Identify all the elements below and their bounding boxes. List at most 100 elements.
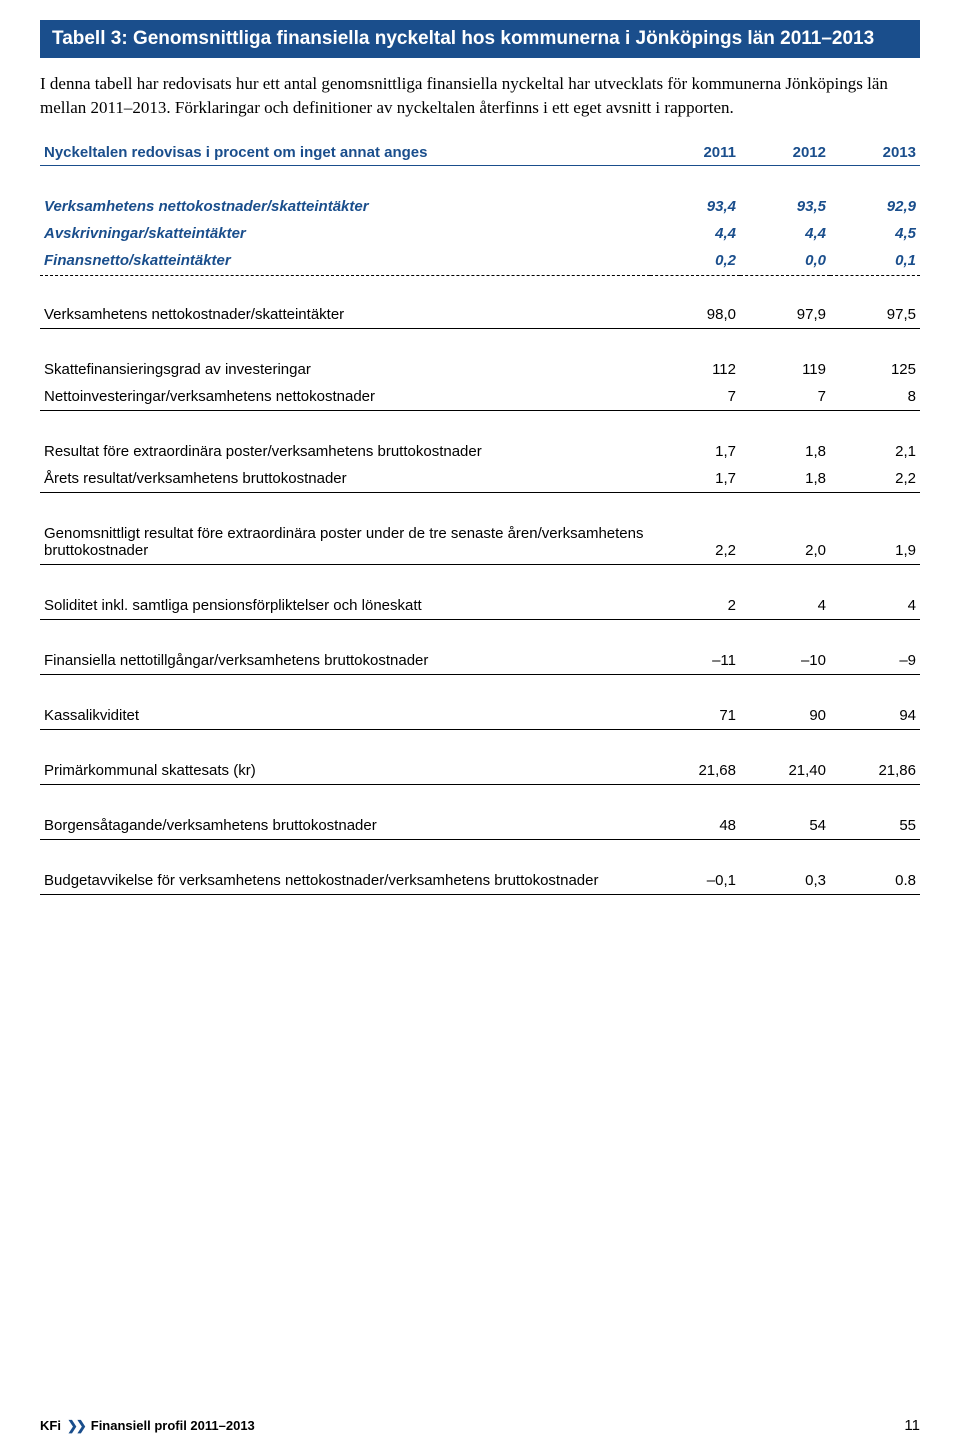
row-value: 1,8 <box>740 438 830 465</box>
row-label: Finansiella nettotillgångar/verksamheten… <box>40 647 650 675</box>
table-row: Finansnetto/skatteintäkter0,20,00,1 <box>40 247 920 274</box>
table-row: Skattefinansieringsgrad av investeringar… <box>40 356 920 383</box>
row-value: –11 <box>650 647 740 675</box>
footer-brand: KFi <box>40 1418 61 1433</box>
row-value: 4,4 <box>740 220 830 247</box>
row-label: Borgensåtagande/verksamhetens bruttokost… <box>40 812 650 840</box>
table-row: Soliditet inkl. samtliga pensionsförplik… <box>40 592 920 620</box>
table-subheader-row: Nyckeltalen redovisas i procent om inget… <box>40 138 920 166</box>
row-value: 7 <box>650 383 740 411</box>
row-value: 97,9 <box>740 301 830 329</box>
row-value: 93,5 <box>740 193 830 220</box>
row-value: 2,0 <box>740 520 830 565</box>
intro-text: I denna tabell har redovisats hur ett an… <box>40 72 920 120</box>
row-label: Primärkommunal skattesats (kr) <box>40 757 650 785</box>
table-row: Budgetavvikelse för verksamhetens nettok… <box>40 867 920 895</box>
row-value: 2,1 <box>830 438 920 465</box>
page-footer: KFi ❯❯ Finansiell profil 2011–2013 11 <box>40 1417 920 1434</box>
row-label: Resultat före extraordinära poster/verks… <box>40 438 650 465</box>
row-label: Genomsnittligt resultat före extraordinä… <box>40 520 650 565</box>
row-label: Finansnetto/skatteintäkter <box>40 247 650 274</box>
row-value: 7 <box>740 383 830 411</box>
year-col-1: 2012 <box>740 138 830 166</box>
table-row: Verksamhetens nettokostnader/skatteintäk… <box>40 193 920 220</box>
row-value: 90 <box>740 702 830 730</box>
table-row: Genomsnittligt resultat före extraordinä… <box>40 520 920 565</box>
row-value: 1,8 <box>740 465 830 493</box>
table-row: Resultat före extraordinära poster/verks… <box>40 438 920 465</box>
page-number: 11 <box>904 1417 920 1434</box>
table-row: Avskrivningar/skatteintäkter4,44,44,5 <box>40 220 920 247</box>
table-row: Finansiella nettotillgångar/verksamheten… <box>40 647 920 675</box>
table-title: Tabell 3: Genomsnittliga finansiella nyc… <box>40 20 920 58</box>
row-value: 0,3 <box>740 867 830 895</box>
row-value: 4,4 <box>650 220 740 247</box>
year-col-2: 2013 <box>830 138 920 166</box>
row-value: –9 <box>830 647 920 675</box>
row-value: 21,86 <box>830 757 920 785</box>
row-value: 0,1 <box>830 247 920 274</box>
row-value: 98,0 <box>650 301 740 329</box>
row-value: 112 <box>650 356 740 383</box>
row-value: 21,40 <box>740 757 830 785</box>
row-value: 4 <box>740 592 830 620</box>
row-value: 55 <box>830 812 920 840</box>
row-label: Avskrivningar/skatteintäkter <box>40 220 650 247</box>
row-value: 119 <box>740 356 830 383</box>
spacer-row <box>40 674 920 702</box>
row-label: Budgetavvikelse för verksamhetens nettok… <box>40 867 650 895</box>
row-value: 21,68 <box>650 757 740 785</box>
row-value: 2,2 <box>650 520 740 565</box>
page: Tabell 3: Genomsnittliga finansiella nyc… <box>0 0 960 1454</box>
row-label: Verksamhetens nettokostnader/skatteintäk… <box>40 193 650 220</box>
spacer-row <box>40 492 920 520</box>
row-value: 93,4 <box>650 193 740 220</box>
spacer-row <box>40 564 920 592</box>
spacer-row <box>40 165 920 193</box>
row-label: Skattefinansieringsgrad av investeringar <box>40 356 650 383</box>
row-value: 8 <box>830 383 920 411</box>
row-value: 2 <box>650 592 740 620</box>
row-label: Kassalikviditet <box>40 702 650 730</box>
row-value: 2,2 <box>830 465 920 493</box>
row-label: Verksamhetens nettokostnader/skatteintäk… <box>40 301 650 329</box>
row-value: 4 <box>830 592 920 620</box>
table-row: Nettoinvesteringar/verksamhetens nettoko… <box>40 383 920 411</box>
table-row: Kassalikviditet719094 <box>40 702 920 730</box>
row-value: 48 <box>650 812 740 840</box>
spacer-row <box>40 729 920 757</box>
subhead-label: Nyckeltalen redovisas i procent om inget… <box>40 138 650 166</box>
year-col-0: 2011 <box>650 138 740 166</box>
row-value: 1,7 <box>650 438 740 465</box>
spacer-row <box>40 619 920 647</box>
row-label: Nettoinvesteringar/verksamhetens nettoko… <box>40 383 650 411</box>
row-value: 1,9 <box>830 520 920 565</box>
row-value: –10 <box>740 647 830 675</box>
spacer-row <box>40 784 920 812</box>
row-value: 0,0 <box>740 247 830 274</box>
table-row: Verksamhetens nettokostnader/skatteintäk… <box>40 301 920 329</box>
row-value: 1,7 <box>650 465 740 493</box>
row-value: 92,9 <box>830 193 920 220</box>
row-label: Årets resultat/verksamhetens bruttokostn… <box>40 465 650 493</box>
spacer-row <box>40 839 920 867</box>
footer-text: Finansiell profil 2011–2013 <box>91 1418 255 1433</box>
row-value: 54 <box>740 812 830 840</box>
row-value: 0.8 <box>830 867 920 895</box>
row-value: 4,5 <box>830 220 920 247</box>
spacer-row <box>40 274 920 301</box>
row-value: 125 <box>830 356 920 383</box>
table-row: Borgensåtagande/verksamhetens bruttokost… <box>40 812 920 840</box>
spacer-row <box>40 410 920 438</box>
financial-table: Nyckeltalen redovisas i procent om inget… <box>40 138 920 895</box>
row-value: 0,2 <box>650 247 740 274</box>
row-value: 71 <box>650 702 740 730</box>
row-value: 97,5 <box>830 301 920 329</box>
table-row: Årets resultat/verksamhetens bruttokostn… <box>40 465 920 493</box>
table-row: Primärkommunal skattesats (kr)21,6821,40… <box>40 757 920 785</box>
footer-left: KFi ❯❯ Finansiell profil 2011–2013 <box>40 1418 255 1434</box>
row-value: 94 <box>830 702 920 730</box>
row-label: Soliditet inkl. samtliga pensionsförplik… <box>40 592 650 620</box>
spacer-row <box>40 328 920 356</box>
row-value: –0,1 <box>650 867 740 895</box>
